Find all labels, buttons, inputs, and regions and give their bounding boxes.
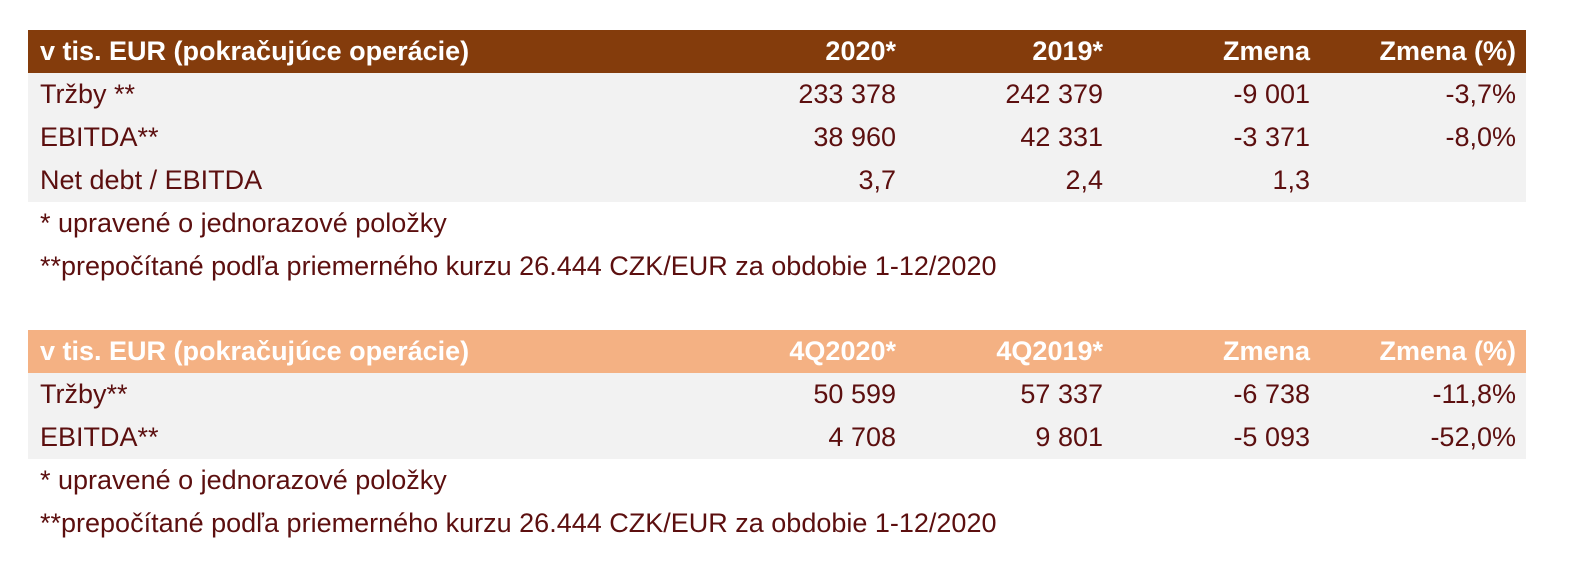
row-label: Net debt / EBITDA <box>40 165 263 195</box>
row-label: Tržby ** <box>40 79 136 109</box>
cell-value: 1,3 <box>1272 165 1310 195</box>
cell-value: -3,7% <box>1445 79 1516 109</box>
header-label: v tis. EUR (pokračujúce operácie) <box>40 336 470 366</box>
table-row: Tržby** 50 599 57 337 -6 738 -11,8% <box>28 373 1526 416</box>
row-label: Tržby** <box>40 379 128 409</box>
cell-value: 2,4 <box>1065 165 1103 195</box>
cell-value: 242 379 <box>1005 79 1103 109</box>
table-row: EBITDA** 38 960 42 331 -3 371 -8,0% <box>28 116 1526 159</box>
footnote-exchange-rate: **prepočítané podľa priemerného kurzu 26… <box>40 251 997 281</box>
cell-value: -8,0% <box>1445 122 1516 152</box>
table-header-row: v tis. EUR (pokračujúce operácie) 2020* … <box>28 30 1526 73</box>
footnote-exchange-rate: **prepočítané podľa priemerného kurzu 26… <box>40 508 997 538</box>
header-4q2019: 4Q2019* <box>996 336 1103 366</box>
cell-value: 57 337 <box>1020 379 1103 409</box>
cell-value: -9 001 <box>1233 79 1310 109</box>
annual-results-table: v tis. EUR (pokračujúce operácie) 2020* … <box>28 30 1526 288</box>
header-change: Zmena <box>1222 36 1310 66</box>
cell-value: 3,7 <box>858 165 896 195</box>
footnote-adjusted: * upravené o jednorazové položky <box>40 465 447 495</box>
table-row: Tržby ** 233 378 242 379 -9 001 -3,7% <box>28 73 1526 116</box>
cell-value: 9 801 <box>1035 422 1103 452</box>
cell-value: -3 371 <box>1233 122 1310 152</box>
cell-value: -11,8% <box>1432 379 1516 409</box>
cell-value: 233 378 <box>798 79 896 109</box>
table-row: Net debt / EBITDA 3,7 2,4 1,3 <box>28 159 1526 202</box>
table-row: EBITDA** 4 708 9 801 -5 093 -52,0% <box>28 416 1526 459</box>
cell-value: -6 738 <box>1233 379 1310 409</box>
row-label: EBITDA** <box>40 422 159 452</box>
cell-value: 38 960 <box>813 122 896 152</box>
header-change-pct: Zmena (%) <box>1379 36 1516 66</box>
row-label: EBITDA** <box>40 122 159 152</box>
header-2019: 2019* <box>1032 36 1103 66</box>
header-change: Zmena <box>1222 336 1310 366</box>
header-2020: 2020* <box>825 36 896 66</box>
cell-value: 4 708 <box>828 422 896 452</box>
quarterly-results-table: v tis. EUR (pokračujúce operácie) 4Q2020… <box>28 330 1526 545</box>
cell-value: -52,0% <box>1430 422 1516 452</box>
header-4q2020: 4Q2020* <box>789 336 896 366</box>
cell-value: 42 331 <box>1020 122 1103 152</box>
footnote-adjusted: * upravené o jednorazové položky <box>40 208 447 238</box>
cell-value: -5 093 <box>1233 422 1310 452</box>
cell-value: 50 599 <box>813 379 896 409</box>
table-header-row: v tis. EUR (pokračujúce operácie) 4Q2020… <box>28 330 1526 373</box>
header-label: v tis. EUR (pokračujúce operácie) <box>40 36 470 66</box>
header-change-pct: Zmena (%) <box>1379 336 1516 366</box>
